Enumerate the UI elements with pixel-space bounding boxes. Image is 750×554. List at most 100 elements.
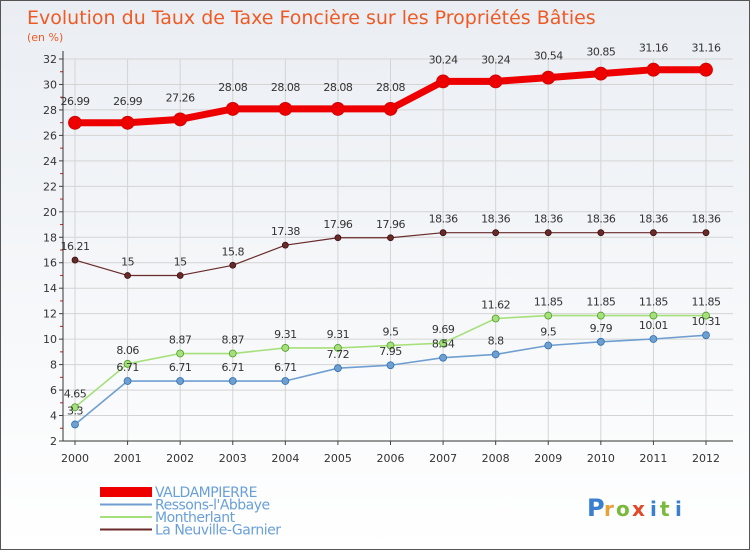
data-label: 31.16 (692, 42, 721, 55)
legend-label: Montherlant (155, 510, 236, 526)
data-point-2 (228, 349, 237, 358)
data-point-0 (488, 74, 503, 89)
data-point-0 (68, 115, 82, 130)
data-label: 11.62 (481, 299, 510, 312)
data-point-2 (334, 344, 342, 352)
x-tick-label: 2000 (61, 452, 89, 465)
chart-title: Evolution du Taux de Taxe Foncière sur l… (27, 7, 596, 29)
data-point-0 (541, 70, 556, 85)
y-tick-label: 2 (50, 435, 57, 448)
data-label: 11.85 (586, 296, 615, 309)
x-tick-label: 2007 (429, 452, 457, 465)
y-tick-label: 30 (43, 78, 57, 91)
data-label: 8.8 (488, 334, 504, 347)
data-point-1 (649, 335, 658, 343)
data-label: 18.36 (534, 213, 563, 226)
legend-label: VALDAMPIERRE (155, 485, 257, 501)
data-point-3 (334, 234, 342, 242)
data-label: 11.85 (692, 296, 721, 309)
data-label: 10.31 (692, 315, 721, 328)
y-tick-label: 6 (50, 384, 57, 397)
y-tick-label: 4 (50, 410, 57, 423)
logo-letter: i (675, 497, 682, 521)
data-label: 18.36 (639, 213, 668, 226)
data-label: 30.54 (534, 50, 563, 63)
data-point-3 (229, 261, 237, 269)
data-point-0 (699, 62, 713, 77)
data-label: 7.72 (327, 348, 350, 361)
x-tick-label: 2006 (377, 452, 405, 465)
legend-label: Ressons-l'Abbaye (155, 498, 270, 514)
data-label: 17.38 (271, 225, 300, 238)
data-label: 27.26 (166, 91, 195, 104)
data-point-3 (439, 229, 447, 237)
data-label: 6.71 (274, 361, 297, 374)
data-label: 6.71 (222, 361, 245, 374)
data-point-2 (649, 311, 658, 320)
data-point-3 (71, 256, 79, 264)
data-point-0 (331, 102, 345, 116)
data-point-3 (597, 229, 605, 237)
data-label: 8.87 (222, 334, 245, 347)
data-label: 9.69 (432, 323, 455, 336)
data-point-3 (124, 272, 131, 279)
data-label: 4.65 (64, 387, 87, 400)
data-point-2 (439, 339, 447, 347)
logo-letter: x (632, 497, 645, 521)
chart-subtitle: (en %) (27, 31, 63, 44)
data-label: 17.96 (376, 218, 405, 231)
data-point-1 (123, 377, 132, 385)
data-label: 10.01 (639, 319, 668, 332)
data-point-1 (71, 420, 79, 429)
y-tick-label: 16 (43, 257, 57, 270)
y-tick-label: 18 (43, 231, 57, 244)
data-point-0 (120, 115, 135, 130)
y-tick-label: 22 (43, 180, 57, 193)
data-label: 17.96 (323, 218, 352, 231)
data-point-3 (281, 241, 289, 249)
data-point-1 (281, 377, 290, 385)
data-label: 18.36 (481, 213, 510, 226)
data-label: 15 (174, 255, 187, 268)
x-tick-label: 2004 (271, 452, 299, 465)
data-point-2 (702, 311, 710, 320)
data-point-2 (71, 403, 79, 412)
data-label: 26.99 (113, 95, 142, 108)
data-label: 11.85 (534, 296, 563, 309)
y-tick-label: 32 (43, 53, 57, 66)
data-label: 28.08 (271, 81, 300, 94)
data-label: 7.95 (379, 345, 402, 358)
data-point-2 (544, 311, 553, 320)
data-label: 31.16 (639, 42, 668, 55)
data-label: 15.8 (222, 245, 245, 258)
logo-letter: P (587, 494, 605, 522)
data-label: 8.54 (432, 338, 455, 351)
data-point-3 (176, 272, 184, 279)
data-label: 9.5 (383, 326, 399, 339)
data-point-0 (436, 74, 450, 89)
data-point-3 (702, 229, 710, 237)
y-tick-label: 24 (43, 155, 57, 168)
data-point-1 (228, 377, 237, 385)
data-label: 9.31 (327, 328, 350, 341)
data-point-2 (123, 359, 132, 368)
data-label: 8.06 (116, 344, 139, 357)
x-tick-label: 2010 (587, 452, 615, 465)
data-label: 16.21 (61, 240, 90, 253)
data-point-0 (225, 102, 240, 116)
data-label: 30.24 (429, 53, 458, 66)
y-tick-label: 10 (43, 333, 57, 346)
data-label: 26.99 (61, 95, 90, 108)
y-tick-label: 28 (43, 104, 57, 117)
y-tick-label: 14 (43, 282, 57, 295)
x-tick-label: 2003 (219, 452, 247, 465)
data-label: 28.08 (218, 81, 247, 94)
data-label: 6.71 (169, 361, 192, 374)
x-tick-label: 2008 (482, 452, 510, 465)
legend-label: La Neuville-Garnier (155, 523, 281, 539)
data-label: 9.79 (590, 322, 613, 335)
data-label: 18.36 (429, 213, 458, 226)
x-tick-label: 2012 (692, 452, 720, 465)
